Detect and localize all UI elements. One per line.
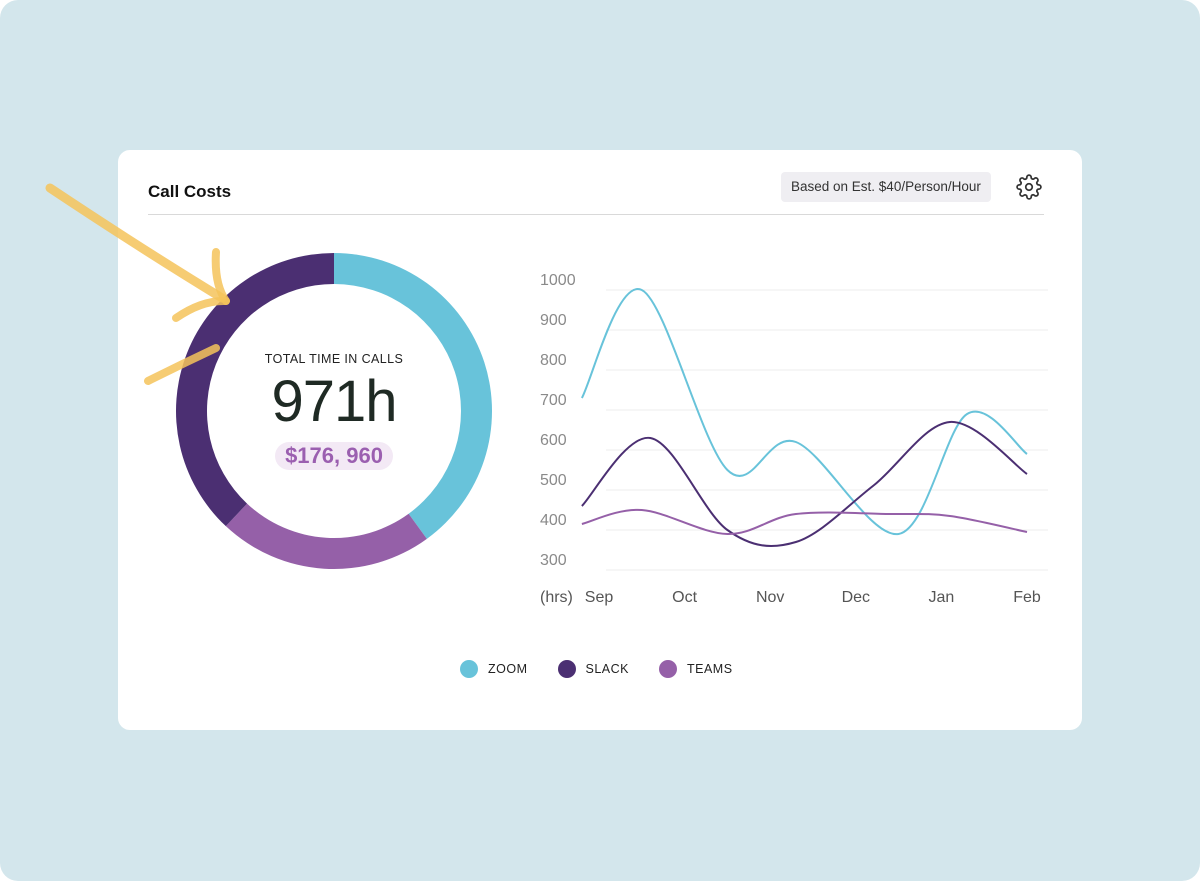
series-line-teams[interactable]: [581, 508, 1028, 536]
y-tick-label: 500: [540, 472, 567, 489]
donut-slice-zoom[interactable]: [334, 253, 492, 539]
legend-dot-slack: [557, 660, 576, 678]
donut-slice-slack[interactable]: [176, 253, 334, 527]
legend-item-zoom[interactable]: ZOOM: [460, 660, 528, 678]
y-tick-label: 600: [540, 432, 567, 449]
gear-icon[interactable]: [1016, 174, 1042, 200]
card-title: Call Costs: [148, 182, 232, 201]
x-axis-label: (hrs): [540, 589, 573, 606]
donut-summary: TOTAL TIME IN CALLS 971h $176, 960: [214, 352, 454, 470]
total-time-label: TOTAL TIME IN CALLS: [264, 352, 404, 366]
y-tick-label: 1000: [540, 272, 576, 289]
x-tick-label: Nov: [756, 589, 784, 606]
total-cost-badge: $176, 960: [275, 442, 393, 470]
legend-dot-zoom: [460, 660, 478, 678]
legend-dot-teams: [659, 660, 677, 678]
y-tick-label: 800: [540, 352, 567, 369]
x-tick-label: Oct: [672, 589, 697, 606]
line-chart: 1000 900 800 700 600 500 400 300 (hrs) Sep Oct Nov D…: [540, 272, 1048, 606]
arrow-annotation-icon: [45, 183, 230, 385]
chart-legend: ZOOM SLACK TEAMS: [460, 660, 733, 678]
donut-slice-teams[interactable]: [225, 503, 427, 569]
legend-item-teams[interactable]: TEAMS: [659, 660, 733, 678]
rate-badge: Based on Est. $40/Person/Hour: [781, 172, 991, 202]
call-costs-card: Call Costs Based on Est. $40/Person/Hour…: [118, 150, 1082, 730]
x-tick-label: Dec: [842, 589, 870, 606]
legend-item-slack[interactable]: SLACK: [557, 660, 630, 678]
y-tick-label: 400: [540, 512, 567, 529]
series-line-zoom[interactable]: [581, 288, 1028, 536]
x-tick-label: Sep: [585, 589, 614, 606]
legend-label-teams: TEAMS: [687, 662, 733, 676]
legend-label-slack: SLACK: [585, 662, 629, 676]
y-tick-label: 700: [540, 392, 567, 409]
y-tick-label: 300: [540, 552, 567, 569]
legend-label-zoom: ZOOM: [488, 662, 528, 676]
x-tick-label: Feb: [1013, 589, 1041, 606]
y-tick-label: 900: [540, 312, 567, 329]
series-line-slack[interactable]: [581, 420, 1028, 547]
header-divider: [148, 214, 1044, 215]
total-hours-value: 971h: [271, 369, 397, 434]
x-tick-label: Jan: [929, 589, 955, 606]
donut-chart: [176, 253, 492, 569]
